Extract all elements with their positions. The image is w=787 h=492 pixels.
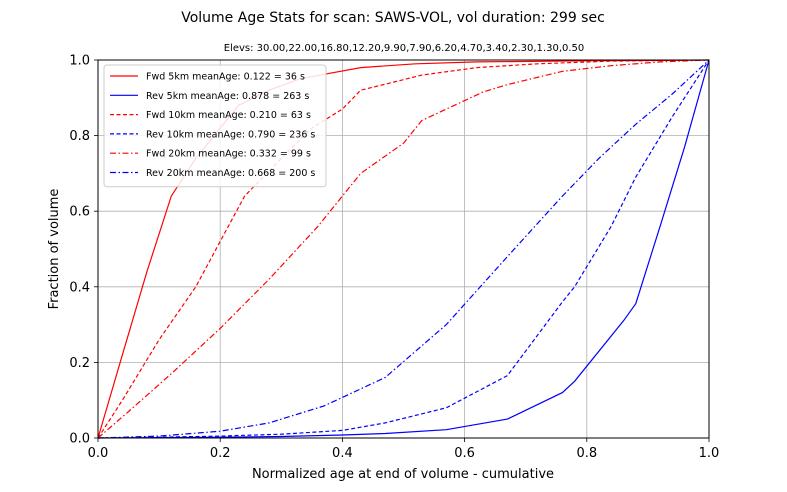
x-tick-label: 1.0 — [699, 446, 720, 461]
series-line-2 — [97, 59, 710, 439]
x-tick-label: 0.6 — [454, 446, 475, 461]
y-axis-label: Fraction of volume — [47, 189, 62, 310]
series-line-3 — [97, 59, 710, 439]
ticks: 0.0 0.2 0.4 0.6 0.8 1.0 0.0 0.2 0.4 0.6 0.8 1.0 — [69, 54, 719, 462]
y-tick-label: 0.4 — [69, 280, 90, 295]
x-tick-label: 0.4 — [332, 446, 353, 461]
y-tick-label: 0.2 — [69, 356, 90, 371]
plot-frame — [97, 59, 710, 439]
legend-entry: Rev 10km meanAge: 0.790 = 236 s — [146, 129, 315, 140]
y-tick-label: 0.6 — [69, 205, 90, 220]
legend: Fwd 5km meanAge: 0.122 = 36 s Rev 5km mea… — [103, 64, 327, 188]
legend-entry: Fwd 10km meanAge: 0.210 = 63 s — [146, 110, 311, 121]
y-tick-label: 1.0 — [69, 54, 90, 69]
legend-entry: Fwd 20km meanAge: 0.332 = 99 s — [146, 149, 311, 160]
x-axis-label: Normalized age at end of volume - cumula… — [252, 467, 554, 482]
x-tick-label: 0.2 — [210, 446, 231, 461]
legend-box — [103, 64, 327, 188]
series-line-5 — [97, 59, 710, 439]
series-line-6 — [97, 59, 710, 439]
x-tick-label: 0.8 — [576, 446, 597, 461]
legend-entry: Rev 20km meanAge: 0.668 = 200 s — [146, 168, 315, 179]
y-tick-label: 0.0 — [69, 432, 90, 447]
chart-subtitle: Elevs: 30.00,22.00,16.80,12.20,9.90,7.90… — [224, 43, 585, 54]
legend-entry: Fwd 5km meanAge: 0.122 = 36 s — [146, 72, 305, 83]
y-tick-label: 0.8 — [69, 129, 90, 144]
chart-title: Volume Age Stats for scan: SAWS-VOL, vol… — [181, 10, 605, 26]
x-tick-label: 0.0 — [88, 446, 109, 461]
series-line-4 — [97, 59, 710, 439]
legend-entry: Rev 5km meanAge: 0.878 = 263 s — [146, 91, 309, 102]
